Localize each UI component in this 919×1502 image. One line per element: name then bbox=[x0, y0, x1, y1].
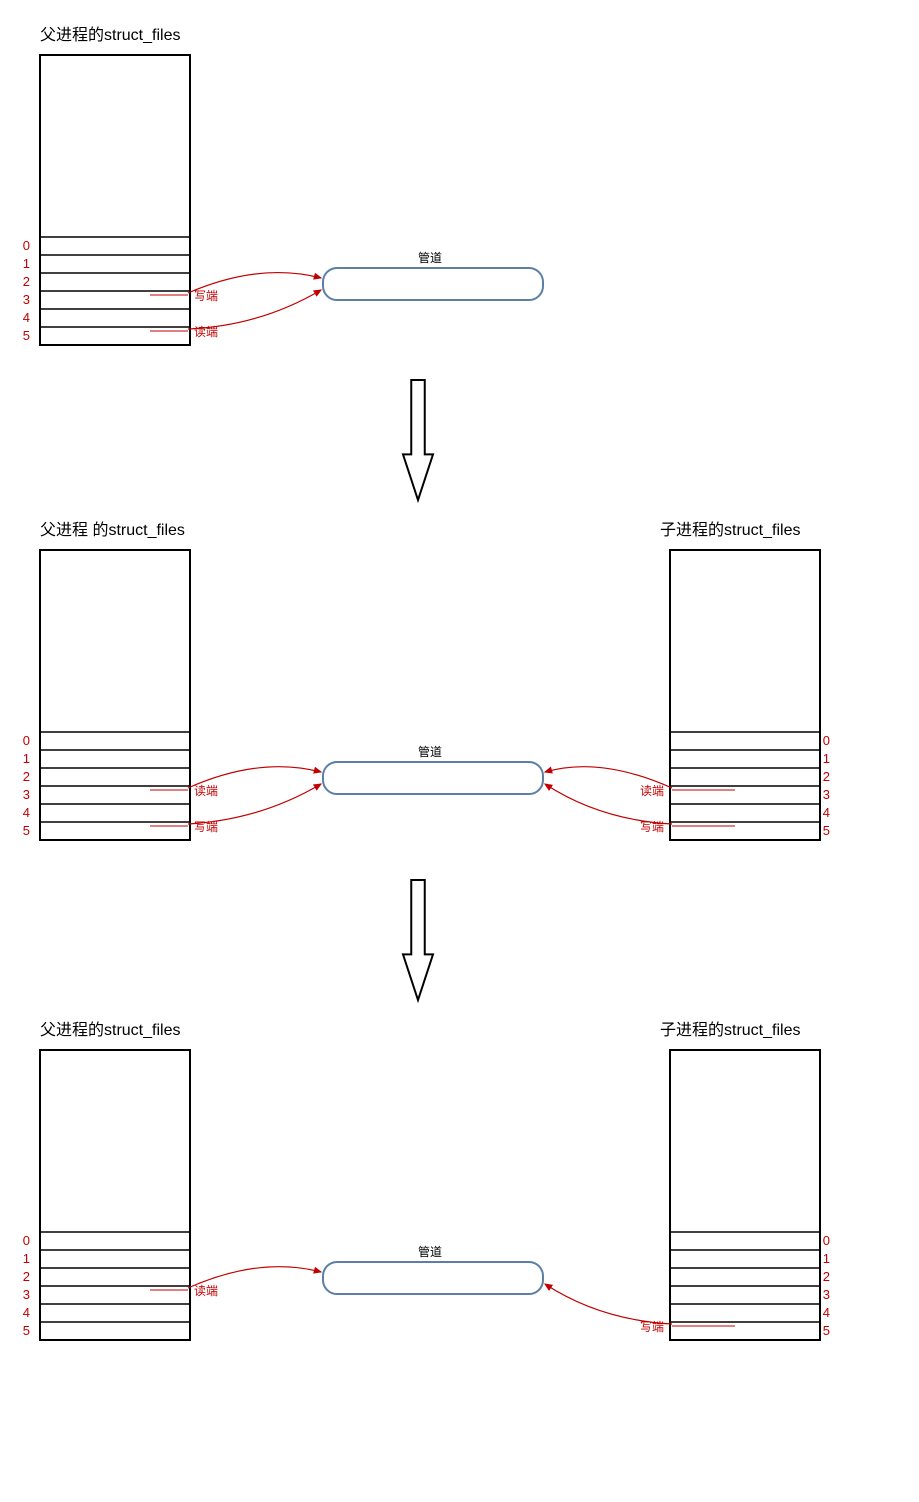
files-box bbox=[670, 550, 820, 840]
stage2-parent-title: 父进程 的struct_files bbox=[40, 521, 185, 539]
stage-arrow bbox=[403, 380, 433, 500]
fd-arrow bbox=[545, 1284, 672, 1324]
fd-index: 3 bbox=[823, 787, 830, 802]
fd-index: 2 bbox=[823, 1269, 830, 1284]
read-label: 读端 bbox=[194, 784, 218, 798]
write-label: 写端 bbox=[194, 289, 218, 303]
stage-arrow bbox=[403, 880, 433, 1000]
write-label: 写端 bbox=[640, 820, 664, 834]
fd-index: 1 bbox=[23, 751, 30, 766]
fd-index: 3 bbox=[23, 787, 30, 802]
files-box bbox=[40, 550, 190, 840]
files-box bbox=[40, 1050, 190, 1340]
fd-index: 4 bbox=[23, 310, 30, 325]
fd-index: 5 bbox=[23, 1323, 30, 1338]
files-box bbox=[40, 55, 190, 345]
fd-index: 2 bbox=[23, 274, 30, 289]
pipe-shape bbox=[323, 1262, 543, 1294]
fd-index: 1 bbox=[23, 1251, 30, 1266]
pipe-label: 管道 bbox=[418, 1244, 442, 1259]
write-label: 写端 bbox=[194, 820, 218, 834]
fd-index: 4 bbox=[23, 805, 30, 820]
pipe-label: 管道 bbox=[418, 250, 442, 265]
fd-index: 1 bbox=[23, 256, 30, 271]
fd-index: 0 bbox=[823, 1233, 830, 1248]
write-label: 写端 bbox=[640, 1320, 664, 1334]
fd-index: 4 bbox=[23, 1305, 30, 1320]
fd-index: 4 bbox=[823, 805, 830, 820]
fd-index: 2 bbox=[23, 769, 30, 784]
fd-index: 5 bbox=[823, 1323, 830, 1338]
fd-index: 2 bbox=[823, 769, 830, 784]
pipe-shape bbox=[323, 268, 543, 300]
fd-index: 3 bbox=[823, 1287, 830, 1302]
fd-index: 0 bbox=[23, 1233, 30, 1248]
fd-index: 3 bbox=[23, 292, 30, 307]
fd-index: 1 bbox=[823, 1251, 830, 1266]
files-box bbox=[670, 1050, 820, 1340]
fd-index: 5 bbox=[823, 823, 830, 838]
stage3-child-title: 子进程的struct_files bbox=[660, 1021, 800, 1039]
fd-index: 1 bbox=[823, 751, 830, 766]
fd-index: 4 bbox=[823, 1305, 830, 1320]
fd-index: 3 bbox=[23, 1287, 30, 1302]
fd-index: 0 bbox=[23, 238, 30, 253]
fd-index: 0 bbox=[23, 733, 30, 748]
pipe-label: 管道 bbox=[418, 744, 442, 759]
stage1-parent-title: 父进程的struct_files bbox=[40, 26, 180, 44]
fd-index: 5 bbox=[23, 328, 30, 343]
stage2-child-title: 子进程的struct_files bbox=[660, 521, 800, 539]
pipe-shape bbox=[323, 762, 543, 794]
read-label: 读端 bbox=[194, 1284, 218, 1298]
read-label: 读端 bbox=[194, 325, 218, 339]
fd-index: 5 bbox=[23, 823, 30, 838]
fd-index: 2 bbox=[23, 1269, 30, 1284]
fd-index: 0 bbox=[823, 733, 830, 748]
read-label: 读端 bbox=[640, 784, 664, 798]
stage3-parent-title: 父进程的struct_files bbox=[40, 1021, 180, 1039]
